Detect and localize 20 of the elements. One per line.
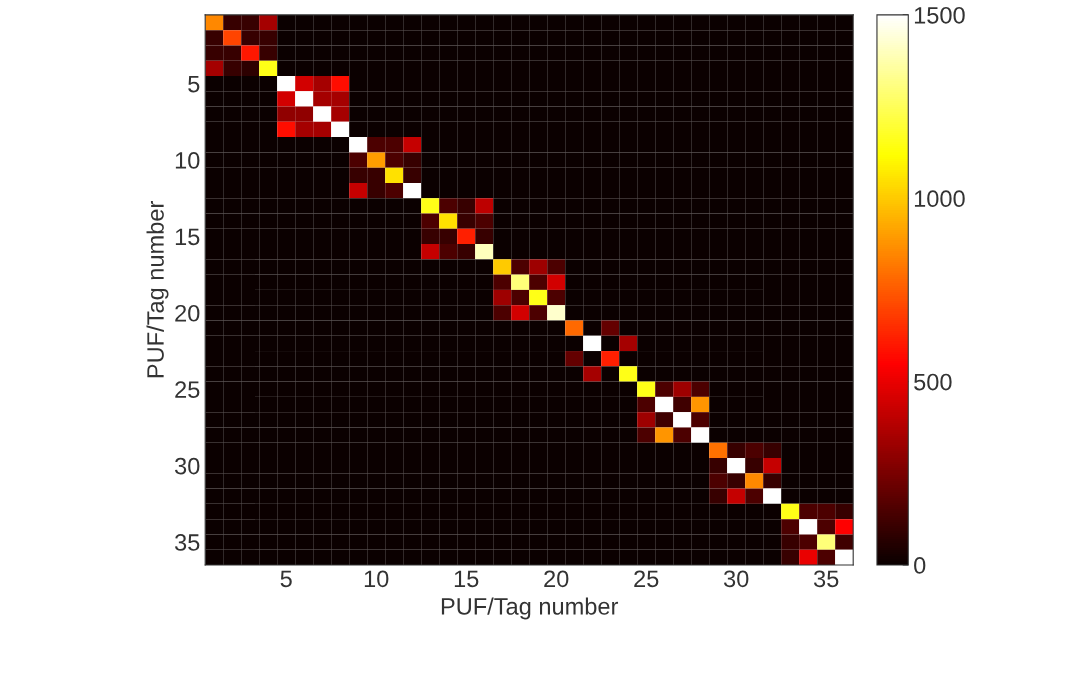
y-tick-label: 5 <box>188 75 200 93</box>
x-tick-label: 30 <box>723 570 749 588</box>
y-tick-label: 15 <box>175 228 200 246</box>
y-tick-label: 30 <box>174 457 200 475</box>
y-axis-title: PUF/Tag number <box>146 201 169 378</box>
x-tick-label: 10 <box>364 570 389 588</box>
x-tick-label: 20 <box>544 570 569 588</box>
x-tick-label: 15 <box>454 570 479 588</box>
color-bar-label: 1000 <box>914 190 965 208</box>
color-bar-label: 500 <box>914 373 952 391</box>
y-tick-label: 10 <box>175 152 200 169</box>
x-tick-label: 35 <box>813 570 839 588</box>
x-tick-label: 5 <box>280 570 292 588</box>
x-axis-title: PUF/Tag number <box>441 597 619 620</box>
y-tick-label: 25 <box>175 381 200 399</box>
color-bar-label: 1500 <box>914 6 965 24</box>
y-tick-label: 20 <box>175 304 200 322</box>
x-tick-label: 25 <box>634 570 659 588</box>
y-tick-label: 35 <box>174 534 200 551</box>
color-bar-label: 0 <box>914 557 926 574</box>
